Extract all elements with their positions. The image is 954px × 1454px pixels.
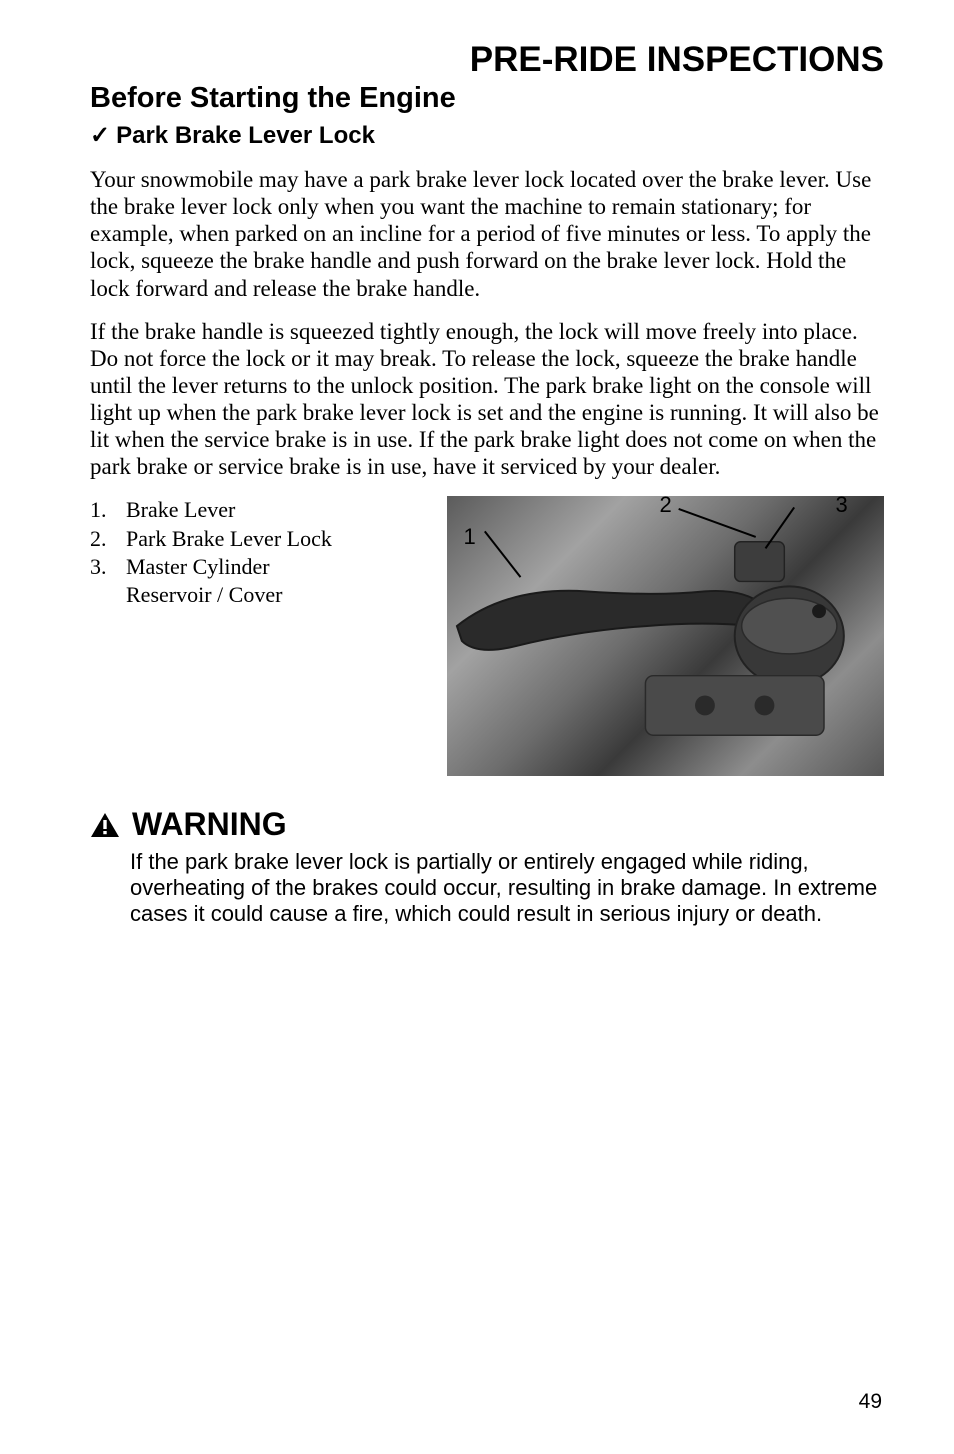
content-row: 1. Brake Lever 2. Park Brake Lever Lock … xyxy=(90,496,884,776)
paragraph-1: Your snowmobile may have a park brake le… xyxy=(90,166,884,302)
list-text-sub: Reservoir / Cover xyxy=(90,581,282,609)
warning-title: WARNING xyxy=(132,806,287,843)
list-text: Master Cylinder xyxy=(126,553,270,581)
checkmark-icon: ✓ xyxy=(90,121,110,150)
subsection-title: ✓Park Brake Lever Lock xyxy=(90,121,884,150)
warning-text: If the park brake lever lock is partiall… xyxy=(130,849,884,927)
list-item: 1. Brake Lever xyxy=(90,496,423,524)
page-number: 49 xyxy=(859,1390,882,1414)
main-title: PRE-RIDE INSPECTIONS xyxy=(90,40,884,80)
list-text: Park Brake Lever Lock xyxy=(126,525,332,553)
legend-list: 1. Brake Lever 2. Park Brake Lever Lock … xyxy=(90,496,423,776)
warning-triangle-icon xyxy=(90,812,120,838)
warning-header: WARNING xyxy=(90,806,884,843)
list-item: Reservoir / Cover xyxy=(90,581,423,609)
list-item: 2. Park Brake Lever Lock xyxy=(90,525,423,553)
list-num: 2. xyxy=(90,525,126,553)
list-text: Brake Lever xyxy=(126,496,235,524)
callout-3: 3 xyxy=(835,492,847,518)
list-num: 3. xyxy=(90,553,126,581)
brake-lever-photo xyxy=(447,496,884,776)
paragraph-2: If the brake handle is squeezed tightly … xyxy=(90,318,884,481)
list-num: 1. xyxy=(90,496,126,524)
warning-block: WARNING If the park brake lever lock is … xyxy=(90,806,884,927)
callout-2: 2 xyxy=(659,492,671,518)
brake-lever-illustration xyxy=(447,496,884,776)
callout-1: 1 xyxy=(463,524,475,550)
subsection-text: Park Brake Lever Lock xyxy=(116,122,375,149)
section-title: Before Starting the Engine xyxy=(90,82,884,115)
list-item: 3. Master Cylinder xyxy=(90,553,423,581)
figure-container: 1 2 3 xyxy=(447,496,884,776)
